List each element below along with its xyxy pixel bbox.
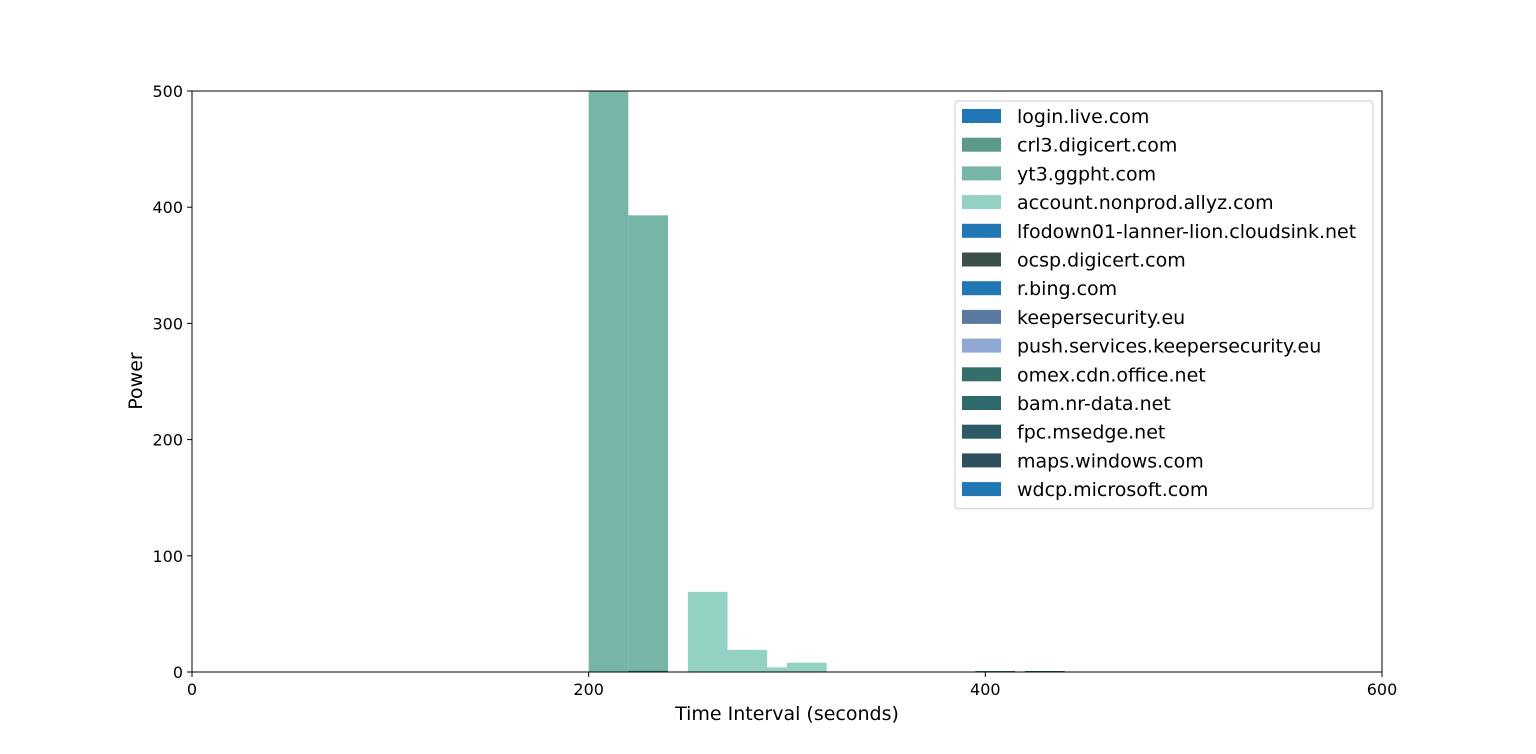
plot-frame — [191, 90, 1383, 673]
legend-swatch — [962, 281, 1001, 296]
legend-swatch — [962, 367, 1001, 382]
bar-3-1 — [727, 649, 768, 672]
y-tick-label: 300 — [152, 314, 183, 333]
bar-2-0 — [588, 91, 629, 672]
legend-entry-label: yt3.ggpht.com — [1017, 163, 1156, 185]
legend-entry-label: account.nonprod.allyz.com — [1017, 192, 1274, 214]
legend-entry-label: bam.nr-data.net — [1017, 393, 1171, 415]
legend-swatch — [962, 223, 1001, 238]
legend-entry-label: fpc.msedge.net — [1017, 422, 1165, 444]
y-tick-label: 400 — [152, 198, 183, 217]
bar-3-3 — [787, 662, 827, 672]
bar-3-0 — [687, 591, 728, 672]
legend-swatch — [962, 195, 1001, 210]
legend-entry-label: push.services.keepersecurity.eu — [1017, 336, 1321, 358]
legend-swatch — [962, 252, 1001, 267]
legend-entry-label: ocsp.digicert.com — [1017, 250, 1186, 272]
legend-swatch — [962, 309, 1001, 324]
x-tick-label: 200 — [573, 680, 604, 699]
y-tick-label: 0 — [173, 663, 183, 682]
legend-swatch — [962, 453, 1001, 468]
legend-swatch — [962, 482, 1001, 497]
x-tick-label: 400 — [970, 680, 1001, 699]
y-axis-label: Power — [125, 352, 147, 410]
legend-swatch — [962, 109, 1001, 123]
ticks-layer: 0 200 400 600 0 100 200 300 400 500 — [152, 82, 1397, 699]
legend-entry-label: omex.cdn.office.net — [1017, 364, 1206, 386]
legend-swatch — [962, 424, 1001, 439]
x-axis-label: Time Interval (seconds) — [674, 703, 899, 725]
legend-entry-label: login.live.com — [1017, 106, 1149, 128]
legend-swatch — [962, 137, 1001, 152]
legend-swatch — [962, 396, 1001, 410]
legend-swatch — [962, 338, 1001, 353]
x-tick-label: 0 — [187, 680, 197, 699]
legend-entry-label: maps.windows.com — [1017, 450, 1204, 472]
legend-frame — [954, 100, 1374, 510]
legend-swatch — [962, 166, 1001, 181]
legend-entry-label: r.bing.com — [1017, 278, 1117, 300]
y-tick-label: 200 — [152, 431, 183, 450]
bars-layer — [588, 91, 1065, 673]
legend: login.live.com crl3.digicert.com yt3.ggpht… — [954, 100, 1374, 510]
x-tick-label: 600 — [1367, 680, 1398, 699]
bar-3-2 — [751, 667, 791, 672]
legend-entry-label: keepersecurity.eu — [1017, 307, 1185, 329]
legend-entry-label: lfodown01-lanner-lion.cloudsink.net — [1017, 221, 1356, 243]
y-tick-label: 100 — [152, 547, 183, 566]
legend-entry-label: wdcp.microsoft.com — [1017, 479, 1208, 501]
legend-entry-label: crl3.digicert.com — [1017, 135, 1177, 157]
y-tick-label: 500 — [152, 82, 183, 101]
bar-2-1 — [628, 215, 668, 673]
bar-9-0 — [628, 670, 668, 672]
